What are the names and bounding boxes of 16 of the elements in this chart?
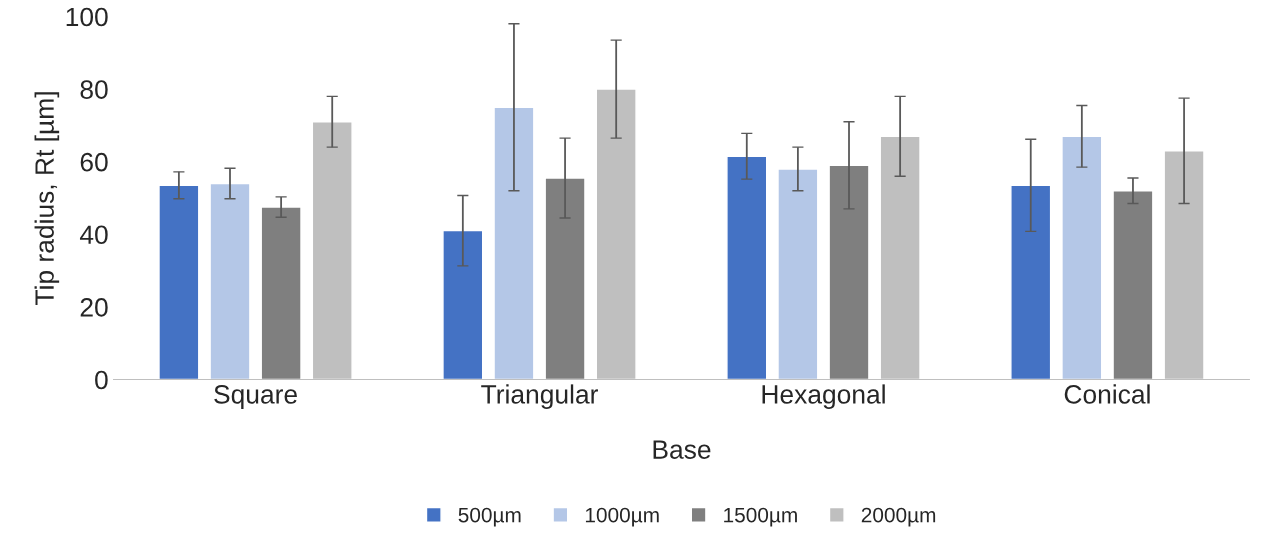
legend-label: 2000µm (861, 507, 936, 527)
y-tick-label: 0 (95, 370, 108, 390)
x-tick-label: Conical (1064, 384, 1150, 404)
y-tick-label: 60 (80, 152, 108, 172)
x-axis-title: Base (653, 440, 711, 459)
x-tick-label: Square (214, 385, 297, 409)
y-tick-label: 100 (66, 7, 108, 27)
legend-label: 1500µm (724, 507, 797, 527)
y-tick-label: 40 (79, 225, 108, 245)
y-axis-title: Tip radius, Rt [µm] (34, 92, 60, 305)
x-tick-label: Triangular (481, 384, 598, 409)
y-tick-label: 20 (80, 298, 108, 317)
x-tick-label: Hexagonal (762, 384, 885, 409)
legend-label: 1000µm (585, 507, 659, 527)
legend-label: 500µm (458, 507, 521, 527)
y-tick-label: 80 (80, 80, 108, 99)
